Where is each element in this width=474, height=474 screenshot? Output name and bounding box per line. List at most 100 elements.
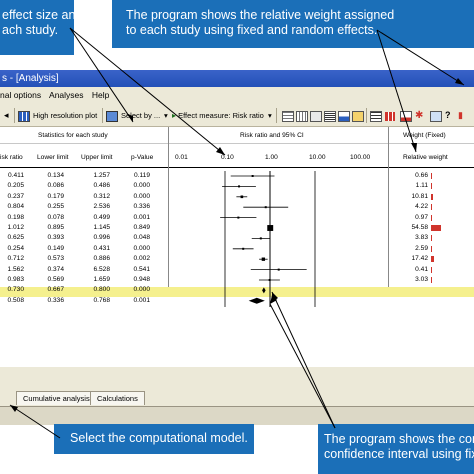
point-estimate-marker — [251, 175, 254, 177]
table-cell: 0.804 — [7, 203, 24, 211]
point-estimate-marker — [267, 225, 274, 231]
toolbar-red-bars-button[interactable] — [385, 109, 398, 122]
relative-weight-bar — [431, 183, 432, 190]
relative-weight-bar — [431, 193, 433, 200]
table-cell: 0.800 — [93, 286, 110, 294]
table-cell: 2.536 — [93, 203, 110, 211]
menu-item-help[interactable]: Help — [91, 90, 110, 100]
plot-icon — [18, 110, 30, 122]
point-estimate-marker — [259, 237, 262, 240]
table-cell: 6.528 — [93, 265, 110, 273]
relative-weight-bar — [431, 204, 432, 211]
star-icon: ✱ — [415, 110, 424, 121]
relative-weight-value: 4.22 — [415, 203, 428, 211]
table-cell: 1.562 — [7, 265, 24, 273]
menu-item-analyses[interactable]: Analyses — [49, 90, 84, 100]
table-cell: 0.569 — [47, 276, 64, 283]
relative-weight-bar — [431, 277, 432, 283]
relative-weight-value: 3.83 — [415, 234, 428, 242]
toolbar-chart-small-button[interactable] — [430, 109, 445, 122]
table-cell: 0.411 — [7, 172, 24, 179]
relative-weight-value: 2.59 — [415, 244, 428, 252]
table-cell: 0.255 — [47, 203, 64, 211]
axis-tick-label: 1.00 — [265, 154, 278, 161]
table-cell: 0.667 — [47, 286, 64, 294]
window-title-bar: s - [Analysis] — [0, 70, 474, 87]
list-icon — [324, 110, 336, 122]
table-cell: 0.254 — [7, 244, 24, 252]
statistics-group-header: Statistics for each study — [38, 132, 108, 139]
callout-confidence-interval: The program shows the com confidence int… — [318, 424, 474, 474]
column-header-p-value[interactable]: p-Value — [131, 154, 154, 161]
toolbar-chart-button[interactable] — [338, 109, 353, 122]
table-cell: 0.625 — [7, 234, 24, 242]
point-estimate-marker — [237, 216, 240, 219]
toolbar-extra-button[interactable]: ▮ — [458, 109, 463, 122]
table-cell: 0.499 — [93, 213, 110, 221]
relative-weight-header[interactable]: Relative weight — [403, 154, 448, 161]
tab-bar: Cumulative analysis Calculations — [0, 390, 474, 406]
toolbar-sort-button[interactable] — [352, 109, 367, 122]
high-resolution-plot-button[interactable]: High resolution plot — [18, 109, 97, 122]
toolbar-columns-button[interactable] — [296, 109, 311, 122]
axis-tick-label: 100.00 — [350, 154, 371, 161]
help-icon: ? — [445, 110, 451, 120]
point-estimate-marker — [264, 206, 267, 209]
table-cell: 0.895 — [47, 224, 64, 231]
small-chart-icon — [430, 110, 442, 122]
column-header-upper-limit[interactable]: Upper limit — [81, 154, 113, 161]
summary-row-fixed-highlight — [0, 287, 474, 297]
table-cell: 0.000 — [133, 182, 150, 190]
columns-icon — [296, 110, 308, 122]
table-cell: 0.086 — [47, 182, 64, 190]
effect-measure-dropdown-arrow[interactable]: ▾ — [268, 109, 272, 122]
arrow-right-icon: ▸ — [172, 111, 177, 120]
table-cell: 0.205 — [7, 182, 24, 190]
status-bar — [0, 406, 474, 425]
table-cell: 0.996 — [93, 234, 110, 242]
toolbar-left-arrow-button[interactable]: ◂ — [4, 109, 9, 122]
axis-tick-label: 10.00 — [309, 154, 326, 161]
relative-weight-value: 17.42 — [411, 255, 428, 263]
relative-weight-bar — [431, 173, 432, 179]
relative-weight-value: 0.66 — [415, 172, 428, 179]
table-cell: 0.078 — [47, 213, 64, 221]
toolbar-list-button[interactable] — [324, 109, 339, 122]
table-cell: 0.849 — [133, 224, 150, 231]
point-estimate-marker — [268, 279, 271, 281]
column-header-lower-limit[interactable]: Lower limit — [37, 154, 69, 161]
relative-weight-value: 1.11 — [415, 182, 428, 190]
table-cell: 0.541 — [133, 265, 150, 273]
toolbar-table-button[interactable] — [310, 109, 325, 122]
relative-weight-value: 10.81 — [411, 192, 428, 200]
table-cell: 0.000 — [133, 192, 150, 200]
table-cell: 0.001 — [133, 213, 150, 221]
select-by-button[interactable]: Select by ... — [106, 109, 160, 122]
toolbar-star-button[interactable]: ✱ — [415, 109, 423, 122]
relative-weight-bar — [431, 266, 432, 273]
toolbar-lines-button[interactable] — [370, 109, 385, 122]
relative-weight-value: 0.97 — [415, 213, 428, 221]
relative-weight-bar — [431, 235, 432, 242]
axis-tick-label: 0.01 — [175, 154, 188, 161]
analysis-grid: Statistics for each study Risk ratio and… — [0, 127, 474, 367]
table-cell: 0.312 — [93, 192, 110, 200]
callout-relative-weight: The program shows the relative weight as… — [112, 0, 474, 48]
table-cell: 0.179 — [47, 192, 64, 200]
effect-measure-button[interactable]: ▸ Effect measure: Risk ratio — [172, 111, 264, 120]
point-estimate-marker — [261, 257, 266, 261]
select-dropdown-arrow[interactable]: ▾ — [164, 109, 168, 122]
table-cell: 0.048 — [133, 234, 150, 242]
risk-ratio-ci-header: Risk ratio and 95% CI — [240, 132, 304, 139]
summary-row-random-bg — [0, 297, 474, 307]
weight-group-header: Weight (Fixed) — [403, 132, 446, 139]
table-icon — [310, 110, 322, 122]
column-header-risk-ratio[interactable]: isk ratio — [0, 154, 23, 161]
tab-calculations[interactable]: Calculations — [90, 391, 145, 405]
toolbar-grid-button[interactable] — [282, 109, 297, 122]
menu-item-options[interactable]: nal options — [0, 90, 42, 100]
sort-icon — [352, 110, 364, 122]
table-cell: 0.198 — [7, 213, 24, 221]
help-button[interactable]: ? — [445, 109, 451, 122]
